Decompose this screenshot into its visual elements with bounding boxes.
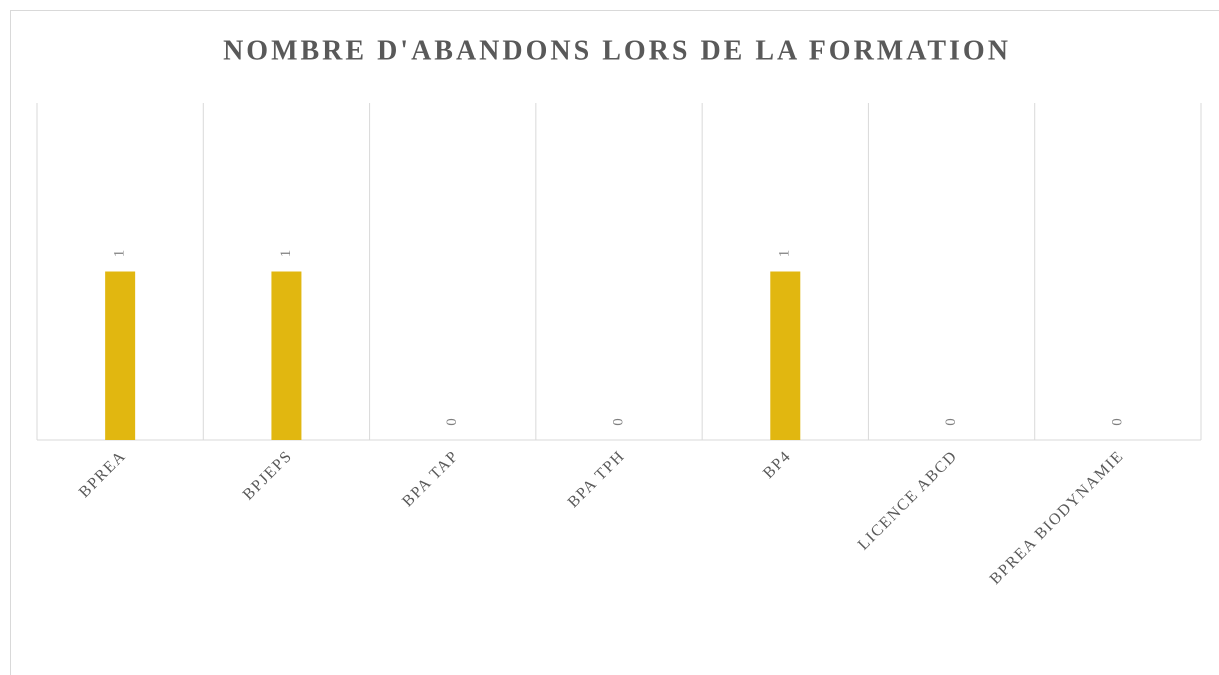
data-label: 1 (777, 250, 793, 258)
x-tick-label: BPA TAP (399, 447, 462, 510)
bar (770, 271, 801, 440)
x-tick-label: BP4 (760, 447, 795, 482)
data-label: 0 (943, 418, 959, 426)
chart-title: NOMBRE D'ABANDONS LORS DE LA FORMATION (223, 35, 1011, 66)
data-label: 1 (112, 250, 128, 258)
data-label: 1 (278, 250, 294, 258)
data-label: 0 (1109, 418, 1125, 426)
data-label: 0 (444, 418, 460, 426)
x-tick-label: BPJEPS (240, 447, 296, 503)
x-tick-label: LICENCE ABCD (855, 447, 961, 553)
bar (271, 271, 302, 440)
chart-border (10, 10, 1219, 675)
bar (105, 271, 136, 440)
x-tick-label: BPA TPH (565, 447, 629, 511)
data-label: 0 (610, 418, 626, 426)
x-tick-label: BPREA BIODYNAMIE (987, 447, 1128, 588)
x-tick-label: BPREA (76, 447, 130, 501)
